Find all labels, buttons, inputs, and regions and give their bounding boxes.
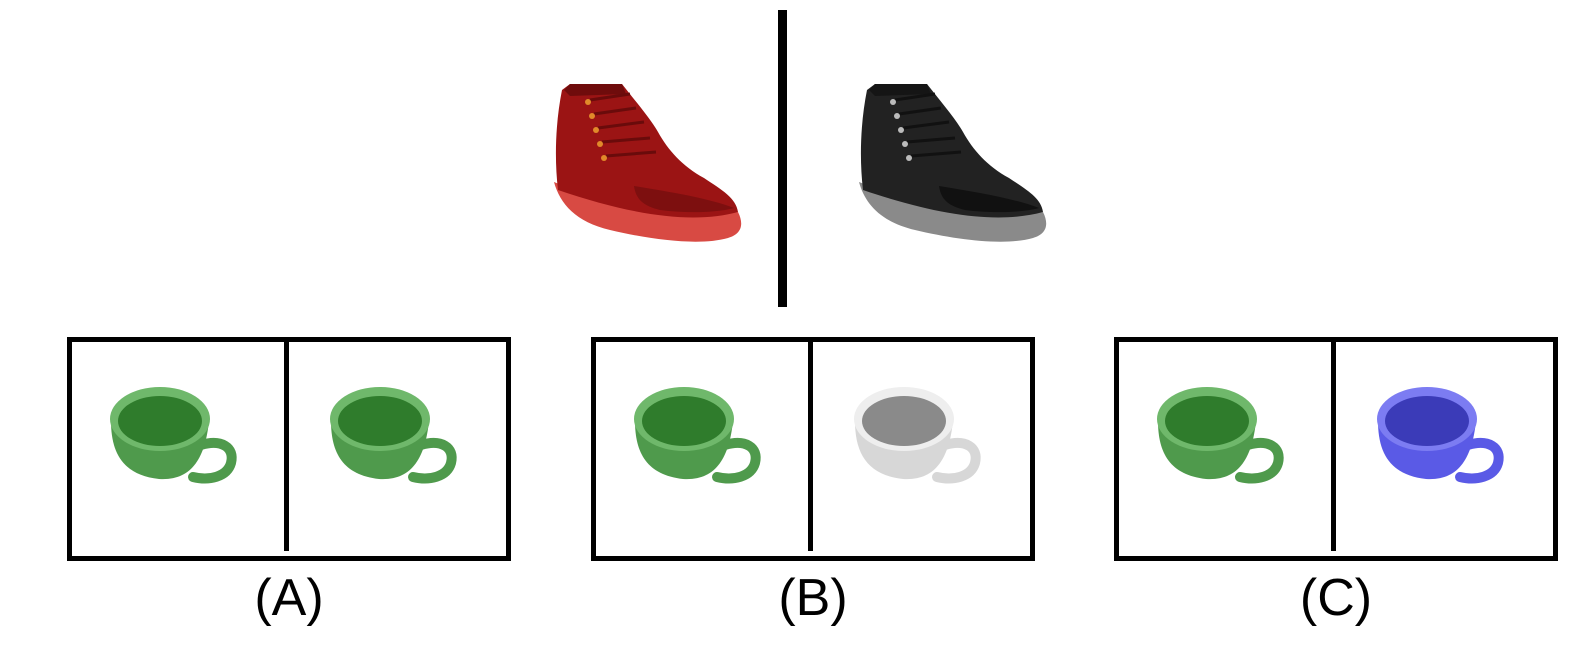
boot-collar (869, 84, 931, 96)
green-cup-icon (330, 387, 457, 484)
boot-upper (860, 84, 1043, 218)
boot-collar (564, 84, 626, 96)
boot-toe-shade (634, 186, 734, 213)
option-divider (284, 337, 289, 551)
boot-eyelets (585, 99, 607, 161)
option-divider (808, 337, 813, 551)
option-a-label: (A) (254, 569, 324, 627)
boot-laces (589, 92, 657, 158)
green-cup-icon (634, 387, 761, 484)
blue-cup-icon (1377, 387, 1504, 484)
red-boot-icon (554, 84, 742, 242)
green-cup-icon (1157, 387, 1284, 484)
boot-laces (894, 92, 962, 158)
black-boot-icon (859, 84, 1047, 242)
option-b-label: (B) (778, 569, 848, 627)
option-divider (1331, 337, 1336, 551)
option-a[interactable] (67, 337, 511, 561)
option-b[interactable] (591, 337, 1035, 561)
option-c[interactable] (1114, 337, 1558, 561)
boot-toe-shade (939, 186, 1039, 213)
example-divider (778, 10, 787, 307)
boot-eyelets (890, 99, 912, 161)
boot-upper (555, 84, 738, 218)
green-cup-icon (110, 387, 237, 484)
gray-cup-icon (854, 387, 981, 484)
option-c-label: (C) (1299, 569, 1373, 627)
